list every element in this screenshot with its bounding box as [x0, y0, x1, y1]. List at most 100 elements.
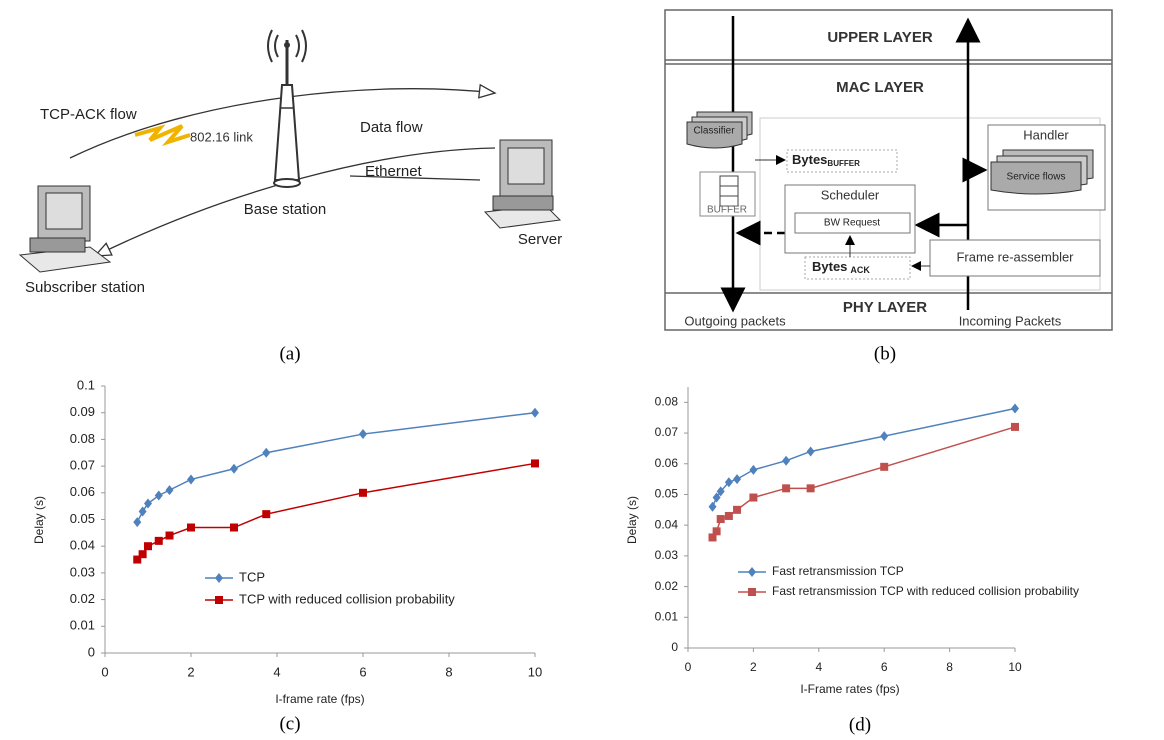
caption: (c) [279, 713, 300, 734]
reassembler-box [929, 239, 1101, 277]
series-line [136, 411, 536, 523]
x-tick-label: 10 [1008, 660, 1022, 674]
data-point [531, 407, 539, 418]
x-axis-title: I-frame rate (fps) [275, 692, 364, 706]
data-point [1011, 403, 1019, 414]
y-tick-label: 0 [671, 640, 678, 654]
data-point [133, 555, 142, 564]
x-tick-label: 8 [445, 664, 452, 679]
y-tick-label: 0.05 [70, 511, 95, 526]
subscript: BUFFER [827, 159, 860, 168]
y-axis-title: Delay (s) [625, 496, 639, 544]
data-point [262, 510, 271, 519]
subscript: ACK [850, 265, 870, 275]
x-tick-label: 4 [273, 664, 280, 679]
data-point [165, 531, 174, 540]
data-point [733, 505, 742, 514]
y-tick-label: 0.04 [70, 538, 95, 553]
panel-a: TCP-ACK flow 802.16 link Data flow Ether… [18, 29, 562, 364]
caption: (b) [874, 343, 896, 364]
data-point [144, 542, 152, 551]
label: Data flow [360, 119, 423, 136]
series-line [711, 426, 1016, 538]
y-tick-label: 0.06 [70, 484, 95, 499]
data-point [230, 523, 238, 532]
x-tick-label: 2 [187, 664, 194, 679]
label: BUFFER [707, 205, 747, 216]
label: 802.16 link [190, 129, 253, 144]
label: BytesBUFFER [792, 152, 860, 168]
y-tick-label: 0.01 [655, 609, 679, 623]
y-tick-label: 0.02 [655, 579, 679, 593]
legend-label: TCP with reduced collision probability [239, 591, 455, 606]
y-tick-label: 0.06 [655, 456, 679, 470]
y-tick-label: 0.02 [70, 591, 95, 606]
data-point [133, 517, 142, 528]
data-point [138, 506, 147, 517]
data-point [716, 515, 725, 524]
label: Bytes ACK [812, 259, 870, 275]
caption: (a) [279, 343, 300, 364]
layer-label: UPPER LAYER [827, 29, 932, 46]
label: Incoming Packets [959, 313, 1062, 328]
y-tick-label: 0.09 [70, 404, 95, 419]
label: Bytes [812, 259, 847, 274]
subscriber-computer [18, 185, 112, 273]
panel-b: UPPER LAYER MAC LAYER PHY LAYER Classifi… [664, 9, 1113, 364]
label: Frame re-assembler [956, 249, 1074, 264]
y-tick-label: 0.04 [655, 517, 679, 531]
data-point [716, 486, 725, 497]
buffer-queue [719, 175, 739, 207]
data-point [165, 485, 174, 496]
x-tick-label: 0 [101, 664, 108, 679]
y-tick-label: 0.01 [70, 618, 95, 633]
layer-label: PHY LAYER [843, 299, 927, 316]
series-line [711, 407, 1016, 508]
caption: (d) [849, 714, 871, 735]
legend-marker [748, 567, 756, 577]
y-tick-label: 0.1 [77, 377, 95, 392]
label: Subscriber station [25, 279, 145, 296]
data-point [708, 533, 717, 542]
y-tick-label: 0.07 [655, 425, 679, 439]
label: Bytes [792, 152, 827, 167]
data-point [230, 463, 238, 474]
x-tick-label: 8 [946, 660, 953, 674]
data-point [749, 493, 758, 502]
ethernet-line [349, 175, 481, 181]
data-point [782, 484, 791, 493]
wireless-link [134, 124, 191, 147]
x-tick-label: 6 [881, 660, 888, 674]
legend-label: Fast retransmission TCP [772, 564, 904, 578]
legend-marker [215, 596, 223, 604]
data-point [712, 527, 721, 536]
data-point [187, 474, 195, 485]
legend-label: TCP [239, 569, 265, 584]
bytes-buffer-box [786, 149, 898, 173]
x-axis-title: I-Frame rates (fps) [800, 682, 899, 696]
data-point [144, 498, 152, 509]
server-computer [483, 139, 562, 229]
legend-marker [215, 573, 223, 583]
y-tick-label: 0.08 [655, 395, 679, 409]
y-tick-label: 0.03 [655, 548, 679, 562]
data-point [138, 550, 147, 559]
label: Ethernet [365, 163, 423, 180]
data-point [782, 455, 791, 466]
y-axis-title: Delay (s) [32, 496, 46, 544]
data-point [154, 536, 163, 545]
label: Base station [244, 201, 327, 218]
x-tick-label: 2 [750, 660, 757, 674]
data-arc [95, 147, 496, 256]
label: Classifier [693, 126, 735, 137]
legend-marker [748, 588, 756, 596]
data-point [724, 511, 733, 520]
y-tick-label: 0.08 [70, 431, 95, 446]
base-station-icon [267, 29, 307, 188]
data-point [708, 501, 717, 512]
data-point [359, 488, 367, 497]
data-point [806, 446, 815, 457]
y-tick-label: 0.07 [70, 458, 95, 473]
service-flows-stack [990, 149, 1094, 195]
